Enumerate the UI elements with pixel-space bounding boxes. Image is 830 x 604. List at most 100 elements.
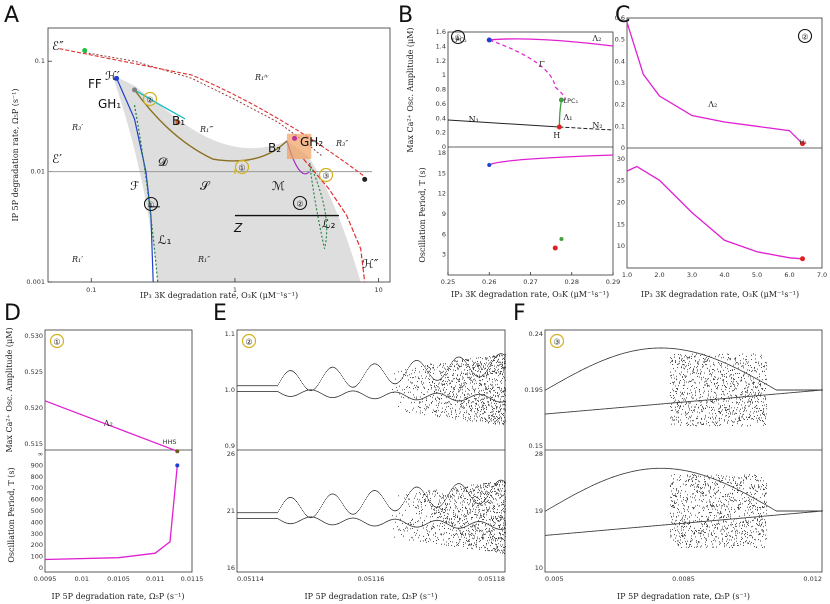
panel-c-marker-text: ② <box>801 33 808 42</box>
y-tick-label: 200 <box>31 541 43 549</box>
panel-f-orbit-points <box>545 347 823 548</box>
label-h2: H₂ <box>799 138 807 146</box>
label-hhs: HHS <box>163 438 177 446</box>
y-tick-label: 19 <box>535 507 543 515</box>
label-l1: ℒ₁ <box>158 233 172 247</box>
y-tick-label: 0.195 <box>524 386 543 394</box>
panel-c-marker <box>797 28 813 44</box>
label-gh2: GH₂ <box>300 135 323 149</box>
x-tick-label: 0.0115 <box>181 575 204 583</box>
y-tick-label: 3 <box>442 251 446 259</box>
lambda2-top <box>489 38 614 47</box>
y-tick-label: 0.15 <box>529 442 543 450</box>
y-tick-label: 25 <box>617 177 625 185</box>
x-tick-label: 0.29 <box>606 278 620 286</box>
marker-3-text: ③ <box>322 172 329 181</box>
y-tick-label: 0.530 <box>24 332 43 340</box>
y-tick-label: 1.2 <box>436 57 446 65</box>
y-axis-label-bottom: Oscillation Period, T (s) <box>7 467 16 562</box>
y-tick-label: 500 <box>31 507 43 515</box>
y-tick-label: 10 <box>617 242 625 250</box>
y-tick-label: 1.1 <box>225 330 235 338</box>
y-tick-label: 6 <box>442 230 446 238</box>
gh1-point <box>132 87 138 93</box>
y-tick-label: 0.9 <box>225 442 235 450</box>
y-tick-label: 0.525 <box>24 368 43 376</box>
s-curve <box>133 89 288 162</box>
x-tick-label: 0.05116 <box>358 575 385 583</box>
y-tick-label: 0.5 <box>615 36 625 44</box>
y-tick-label: 0.8 <box>436 86 446 94</box>
y-tick-label: 28 <box>535 450 543 458</box>
h-prime-curve <box>59 48 366 178</box>
d-curve <box>134 89 186 120</box>
marker-1-black <box>143 196 159 212</box>
h2-point <box>800 141 805 147</box>
y-tick-label: 9 <box>442 210 446 218</box>
y-tick-label: 18 <box>438 149 446 157</box>
x-tick-label: 10 <box>374 286 382 294</box>
marker-2 <box>142 91 158 107</box>
region-r1-triple: R₁‴ <box>199 125 214 134</box>
y-axis-label-top: Max Ca²⁺ Osc. Amplitude (μM) <box>5 327 14 452</box>
label-h-prime: ℋ′ <box>105 69 120 83</box>
x-tick-label: 1.0 <box>622 271 632 279</box>
y-tick-label: 0.2 <box>615 101 625 109</box>
label-e-double-prime: ℰ″ <box>52 39 64 53</box>
y-tick-label: 0 <box>39 564 43 572</box>
panel-e-marker <box>241 333 257 349</box>
y-tick-label: 1.6 <box>436 28 446 36</box>
b2-point <box>292 135 298 141</box>
y-tick-label: 0.1 <box>615 122 625 130</box>
panel-e-bifurcation-amplitude <box>237 353 506 426</box>
e-double-prime-star <box>82 48 88 54</box>
region-r3-double: R₃″ <box>335 139 348 148</box>
label-b2: B₂ <box>268 141 281 155</box>
y-tick-label: 0.1 <box>35 57 45 65</box>
x-tick-label: 0.27 <box>523 278 537 286</box>
h-period-point <box>552 245 558 251</box>
label-lambda2: Λ₂ <box>707 100 717 109</box>
y-tick-label: 15 <box>438 169 446 177</box>
x-axis-label: IP₃ 3K degradation rate, O₃K (μM⁻¹s⁻¹) <box>641 290 799 299</box>
y-tick-label: 26 <box>227 450 235 458</box>
x-tick-label: 0.0105 <box>107 575 130 583</box>
y-tick-label: 300 <box>31 530 43 538</box>
y-tick-label: 30 <box>617 155 625 163</box>
h2-period-point <box>800 256 805 262</box>
y-tick-label: 21 <box>227 507 235 515</box>
x-tick-label: 2.0 <box>654 271 664 279</box>
y-tick-label: 0 <box>621 144 625 152</box>
x-tick-label: 0.05118 <box>478 575 505 583</box>
label-m: ℳ <box>272 179 285 193</box>
zoom-box <box>286 133 312 160</box>
x-tick-label: 1 <box>233 286 237 294</box>
x-tick-label: 0.25 <box>441 278 455 286</box>
gamma-curve <box>489 39 567 101</box>
h-point <box>556 124 562 130</box>
marker-2-black <box>292 195 308 211</box>
label-h: H <box>553 131 560 140</box>
n2-line <box>559 126 614 131</box>
y-tick-label: 0.3 <box>615 79 625 87</box>
x-tick-label: 0.1 <box>86 286 96 294</box>
label-lpc1: LPC₁ <box>564 97 579 105</box>
panel-e-bifurcation-period <box>237 479 506 554</box>
y-tick-label: 0 <box>442 143 446 151</box>
hhs-point <box>175 449 180 454</box>
label-n1: N₁ <box>469 115 479 124</box>
label-ff: FF <box>88 77 102 91</box>
b1-point <box>175 119 181 125</box>
lambda1-top <box>558 99 563 128</box>
n1-line <box>447 119 560 128</box>
label-gh1: GH₁ <box>98 97 121 111</box>
label-lambda1: Λ₁ <box>563 113 573 122</box>
lambda2-amplitude <box>44 400 178 452</box>
panel-letter: D <box>4 301 21 326</box>
y-tick-label: 100 <box>31 553 43 561</box>
region-r1-iv: R₁ⁱᵛ <box>254 73 269 82</box>
panel-d-marker-text: ① <box>53 338 60 347</box>
ff-point <box>114 75 120 81</box>
panel-letter: C <box>615 3 630 28</box>
panel-letter: B <box>398 3 413 28</box>
